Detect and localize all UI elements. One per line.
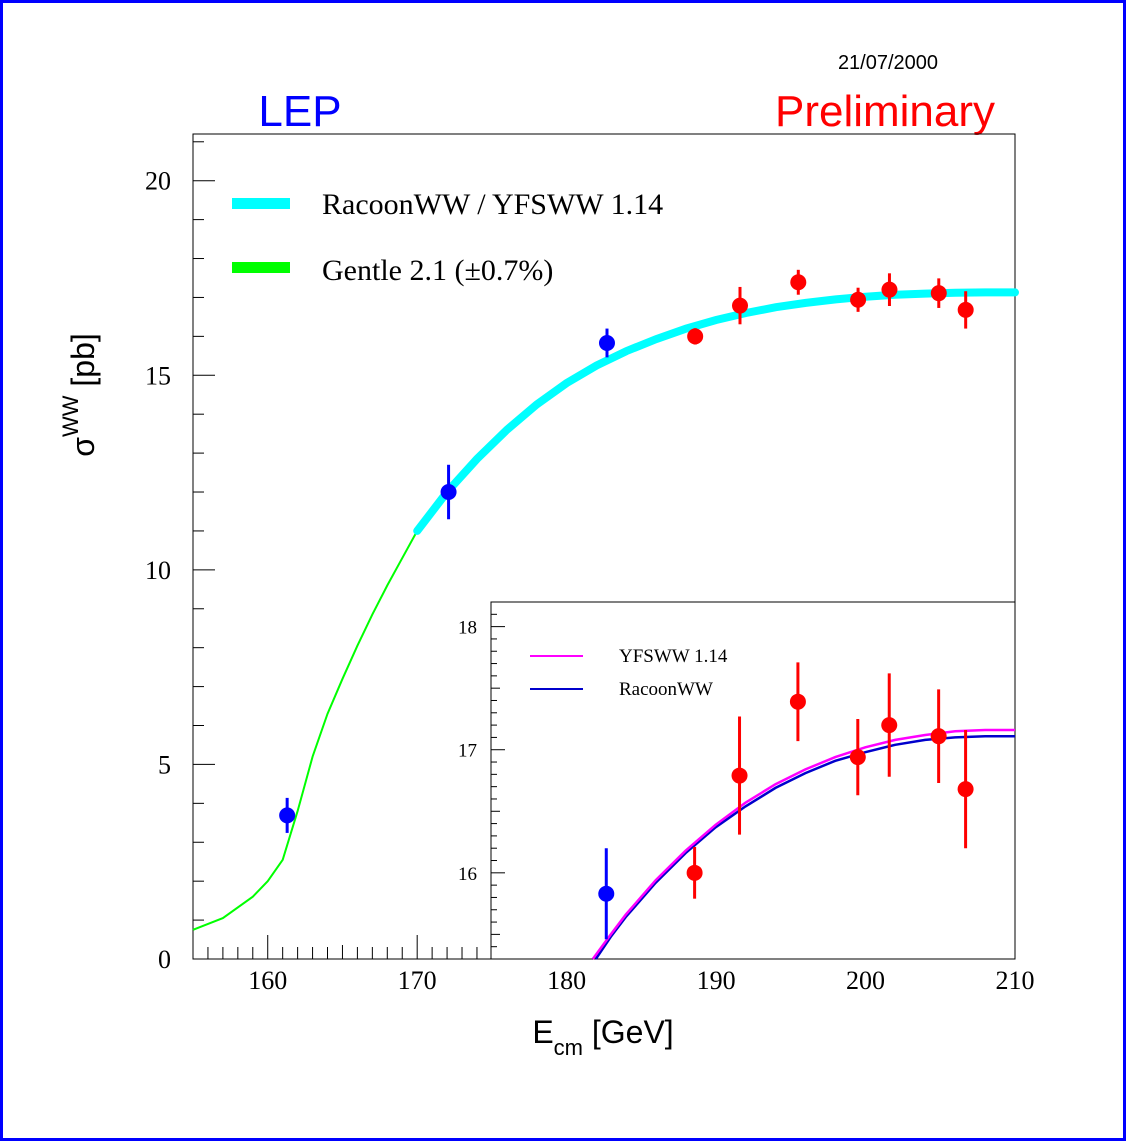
main-y-axis: 0 5 10 15 20 — [145, 141, 215, 974]
x-tick-label: 170 — [398, 966, 437, 995]
y-tick-label: 5 — [158, 750, 171, 779]
inset-y-tick-label: 18 — [458, 618, 477, 639]
lep-label: LEP — [258, 87, 341, 136]
inset-y-tick-label: 17 — [458, 741, 477, 762]
x-tick-label: 160 — [248, 966, 287, 995]
data-point — [930, 278, 947, 308]
data-point — [440, 464, 457, 520]
main-data-points — [279, 269, 974, 833]
point-marker — [598, 334, 615, 351]
inset-data-point — [598, 848, 615, 940]
x-tick-label: 180 — [547, 966, 586, 995]
legend-swatch-gentle — [232, 262, 290, 273]
y-axis-title: σWW [pb] — [58, 333, 101, 457]
point-marker — [440, 484, 457, 501]
inset-point-marker — [731, 767, 748, 784]
point-marker — [957, 301, 974, 318]
data-point — [598, 328, 615, 358]
data-point — [850, 287, 867, 312]
point-marker — [850, 291, 867, 308]
inset-point-marker — [930, 728, 947, 745]
inset-point-marker — [598, 885, 615, 902]
data-point — [732, 286, 749, 325]
y-axis-title-space — [65, 387, 101, 396]
data-point — [881, 273, 898, 307]
legend-swatch-racoon — [232, 198, 290, 209]
y-axis-title-main: σ — [65, 437, 101, 457]
inset-frame — [490, 601, 1016, 960]
inset-data-point — [849, 718, 866, 796]
inset-point-marker — [789, 693, 806, 710]
inset-y-tick-label: 16 — [458, 864, 477, 885]
preliminary-label: Preliminary — [775, 87, 995, 136]
date-label: 21/07/2000 — [838, 52, 938, 74]
inset-data-point — [789, 662, 806, 742]
x-tick-label: 200 — [846, 966, 885, 995]
y-axis-title-sup: WW — [58, 395, 83, 437]
y-tick-label: 15 — [145, 361, 171, 390]
point-marker — [732, 297, 749, 314]
inset-legend: YFSWW 1.14 RacoonWW — [530, 646, 728, 700]
inset-data-point — [881, 673, 898, 777]
data-point — [687, 328, 704, 345]
x-axis-title-sub: cm — [554, 1035, 583, 1060]
main-x-axis: 160 170 180 190 200 210 — [192, 935, 1035, 995]
y-tick-label: 10 — [145, 556, 171, 585]
y-tick-label: 0 — [158, 945, 171, 974]
y-axis-title-unit: [pb] — [65, 333, 101, 386]
data-point — [279, 797, 296, 833]
inset-data-point — [731, 716, 748, 835]
point-marker — [881, 281, 898, 298]
x-axis-title: Ecm [GeV] — [532, 1014, 673, 1060]
x-axis-title-unit: [GeV] — [592, 1014, 674, 1050]
x-tick-label: 190 — [697, 966, 736, 995]
point-marker — [279, 807, 296, 824]
inset-point-marker — [849, 749, 866, 766]
main-curves — [192, 288, 1019, 931]
gentle-curve — [192, 530, 419, 931]
inset-point-marker — [881, 717, 898, 734]
legend-label-yfsww: YFSWW 1.14 — [619, 646, 728, 667]
inset-data-point — [930, 689, 947, 783]
inset-point-marker — [686, 864, 703, 881]
x-axis-title-main: E — [532, 1014, 553, 1050]
inset-y-axis: 16 17 18 — [458, 601, 505, 960]
point-marker — [930, 285, 947, 302]
x-tick-label: 210 — [996, 966, 1035, 995]
data-point — [790, 269, 807, 295]
inset-data-points — [598, 662, 974, 940]
legend-label-racoon-inset: RacoonWW — [619, 679, 713, 700]
point-marker — [790, 274, 807, 291]
racoon-band — [413, 288, 1019, 535]
legend-label-gentle: Gentle 2.1 (±0.7%) — [322, 254, 553, 287]
point-marker — [687, 328, 704, 345]
inset-point-marker — [957, 781, 974, 798]
main-legend: RacoonWW / YFSWW 1.14 Gentle 2.1 (±0.7%) — [232, 188, 663, 287]
x-axis-title-space — [583, 1014, 592, 1050]
inset-data-point — [957, 730, 974, 849]
legend-label-racoon: RacoonWW / YFSWW 1.14 — [322, 188, 663, 221]
y-tick-label: 20 — [145, 167, 171, 196]
inset-data-point — [686, 846, 703, 899]
data-point — [957, 291, 974, 329]
